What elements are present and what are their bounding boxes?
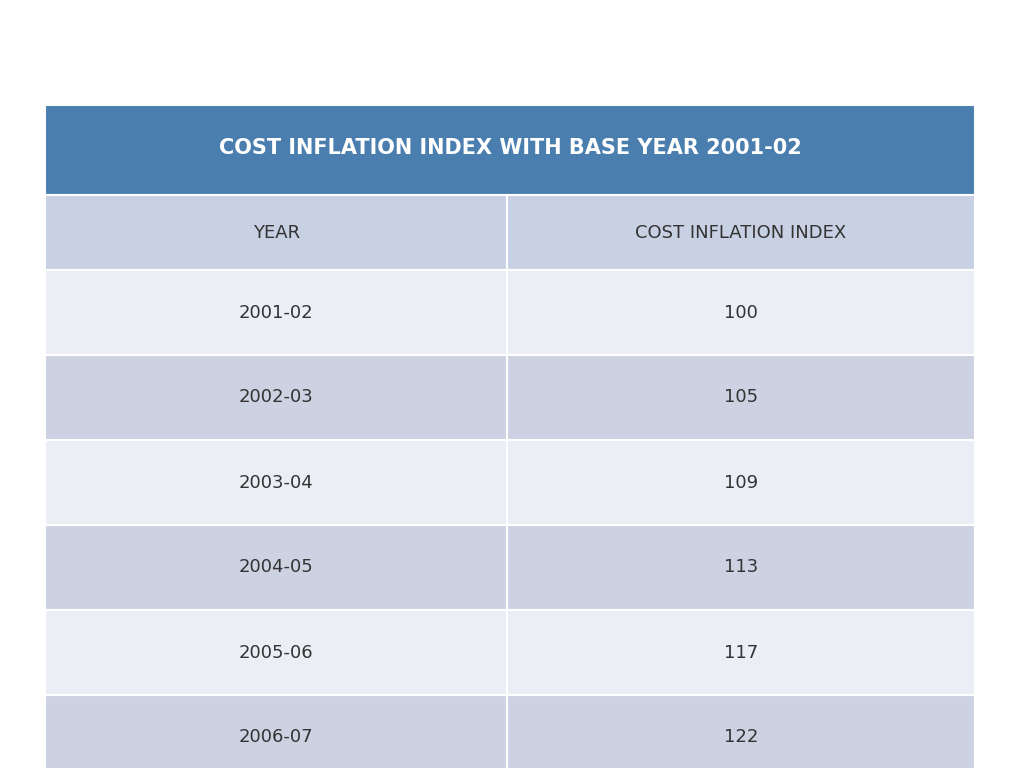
- Bar: [507, 355, 975, 440]
- Bar: [45, 270, 507, 355]
- Text: 122: 122: [724, 729, 759, 746]
- Bar: [507, 440, 975, 525]
- Bar: [45, 525, 507, 610]
- Text: 100: 100: [724, 303, 758, 322]
- Bar: [507, 610, 975, 695]
- Text: 2005-06: 2005-06: [239, 644, 313, 661]
- Bar: [507, 525, 975, 610]
- Bar: [45, 195, 507, 270]
- Text: COST INFLATION INDEX WITH BASE YEAR 2001-02: COST INFLATION INDEX WITH BASE YEAR 2001…: [219, 138, 802, 158]
- Bar: [45, 355, 507, 440]
- Text: COST INFLATION INDEX: COST INFLATION INDEX: [636, 223, 847, 241]
- Text: YEAR: YEAR: [253, 223, 300, 241]
- Text: 2001-02: 2001-02: [239, 303, 313, 322]
- Bar: [45, 105, 975, 195]
- Text: 109: 109: [724, 474, 758, 492]
- Text: 117: 117: [724, 644, 758, 661]
- Bar: [507, 195, 975, 270]
- Text: 2002-03: 2002-03: [239, 389, 313, 406]
- Text: 2004-05: 2004-05: [239, 558, 313, 577]
- Text: 2003-04: 2003-04: [239, 474, 313, 492]
- Bar: [507, 270, 975, 355]
- Bar: [45, 610, 507, 695]
- Bar: [507, 695, 975, 768]
- Bar: [45, 440, 507, 525]
- Text: 2006-07: 2006-07: [239, 729, 313, 746]
- Text: 113: 113: [724, 558, 758, 577]
- Bar: [45, 695, 507, 768]
- Text: 105: 105: [724, 389, 758, 406]
